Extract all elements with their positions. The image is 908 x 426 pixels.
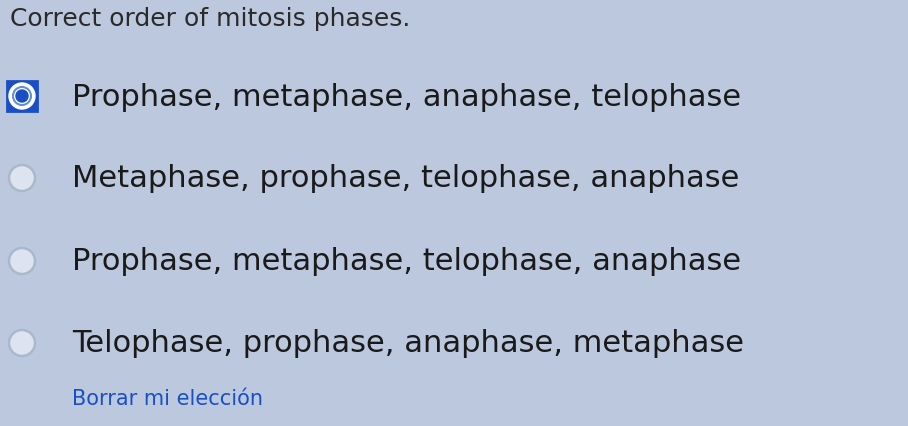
FancyBboxPatch shape (7, 82, 37, 112)
Circle shape (16, 91, 28, 103)
Circle shape (9, 84, 35, 110)
Circle shape (9, 330, 35, 356)
Circle shape (9, 248, 35, 274)
Circle shape (9, 166, 35, 192)
Text: Correct order of mitosis phases.: Correct order of mitosis phases. (10, 7, 410, 31)
Text: Prophase, metaphase, telophase, anaphase: Prophase, metaphase, telophase, anaphase (72, 247, 741, 276)
Text: Borrar mi elección: Borrar mi elección (72, 388, 263, 408)
Text: Telophase, prophase, anaphase, metaphase: Telophase, prophase, anaphase, metaphase (72, 329, 744, 358)
Text: Metaphase, prophase, telophase, anaphase: Metaphase, prophase, telophase, anaphase (72, 164, 739, 193)
Text: Prophase, metaphase, anaphase, telophase: Prophase, metaphase, anaphase, telophase (72, 82, 741, 111)
